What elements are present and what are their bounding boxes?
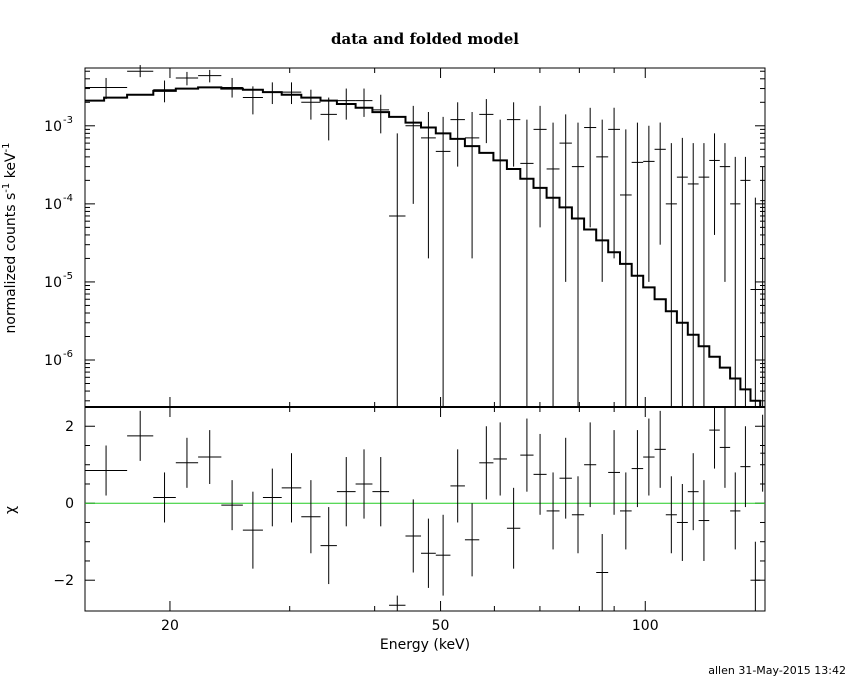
- y-tick-exponent: -4: [63, 193, 73, 204]
- y-label-main: normalized counts s: [3, 193, 19, 334]
- x-tick-label: 50: [432, 618, 450, 634]
- y-tick-exponent: -3: [63, 115, 73, 126]
- y-axis-label-bottom: χ: [3, 506, 19, 514]
- y-label-mid: keV: [3, 152, 19, 183]
- y-tick-label: 2: [65, 419, 74, 435]
- y-tick-exponent: -6: [63, 349, 73, 360]
- y-label-sup1: -1: [1, 183, 12, 193]
- spectrum-panel: 10-310-410-510-6: [44, 65, 766, 408]
- y-label-sup2: -1: [1, 143, 12, 153]
- x-tick-label: 20: [161, 618, 179, 634]
- chart-title: data and folded model: [331, 30, 519, 48]
- y-tick-label: 10: [44, 119, 62, 135]
- top-frame: [84, 67, 766, 408]
- y-tick-label: −2: [53, 573, 74, 589]
- model-step-line: [85, 86, 765, 408]
- x-axis-label: Energy (keV): [380, 637, 470, 653]
- y-tick-label: 10: [44, 197, 62, 213]
- y-tick-label: 10: [44, 353, 62, 369]
- y-tick-label: 10: [44, 275, 62, 291]
- y-tick-exponent: -5: [63, 271, 73, 282]
- bottom-frame: [84, 406, 766, 612]
- x-tick-label: 100: [632, 618, 659, 634]
- y-tick-label: 0: [65, 496, 74, 512]
- footer-timestamp: allen 31-May-2015 13:42: [708, 664, 846, 677]
- y-axis-label-top: normalized counts s-1 keV-1: [1, 143, 19, 334]
